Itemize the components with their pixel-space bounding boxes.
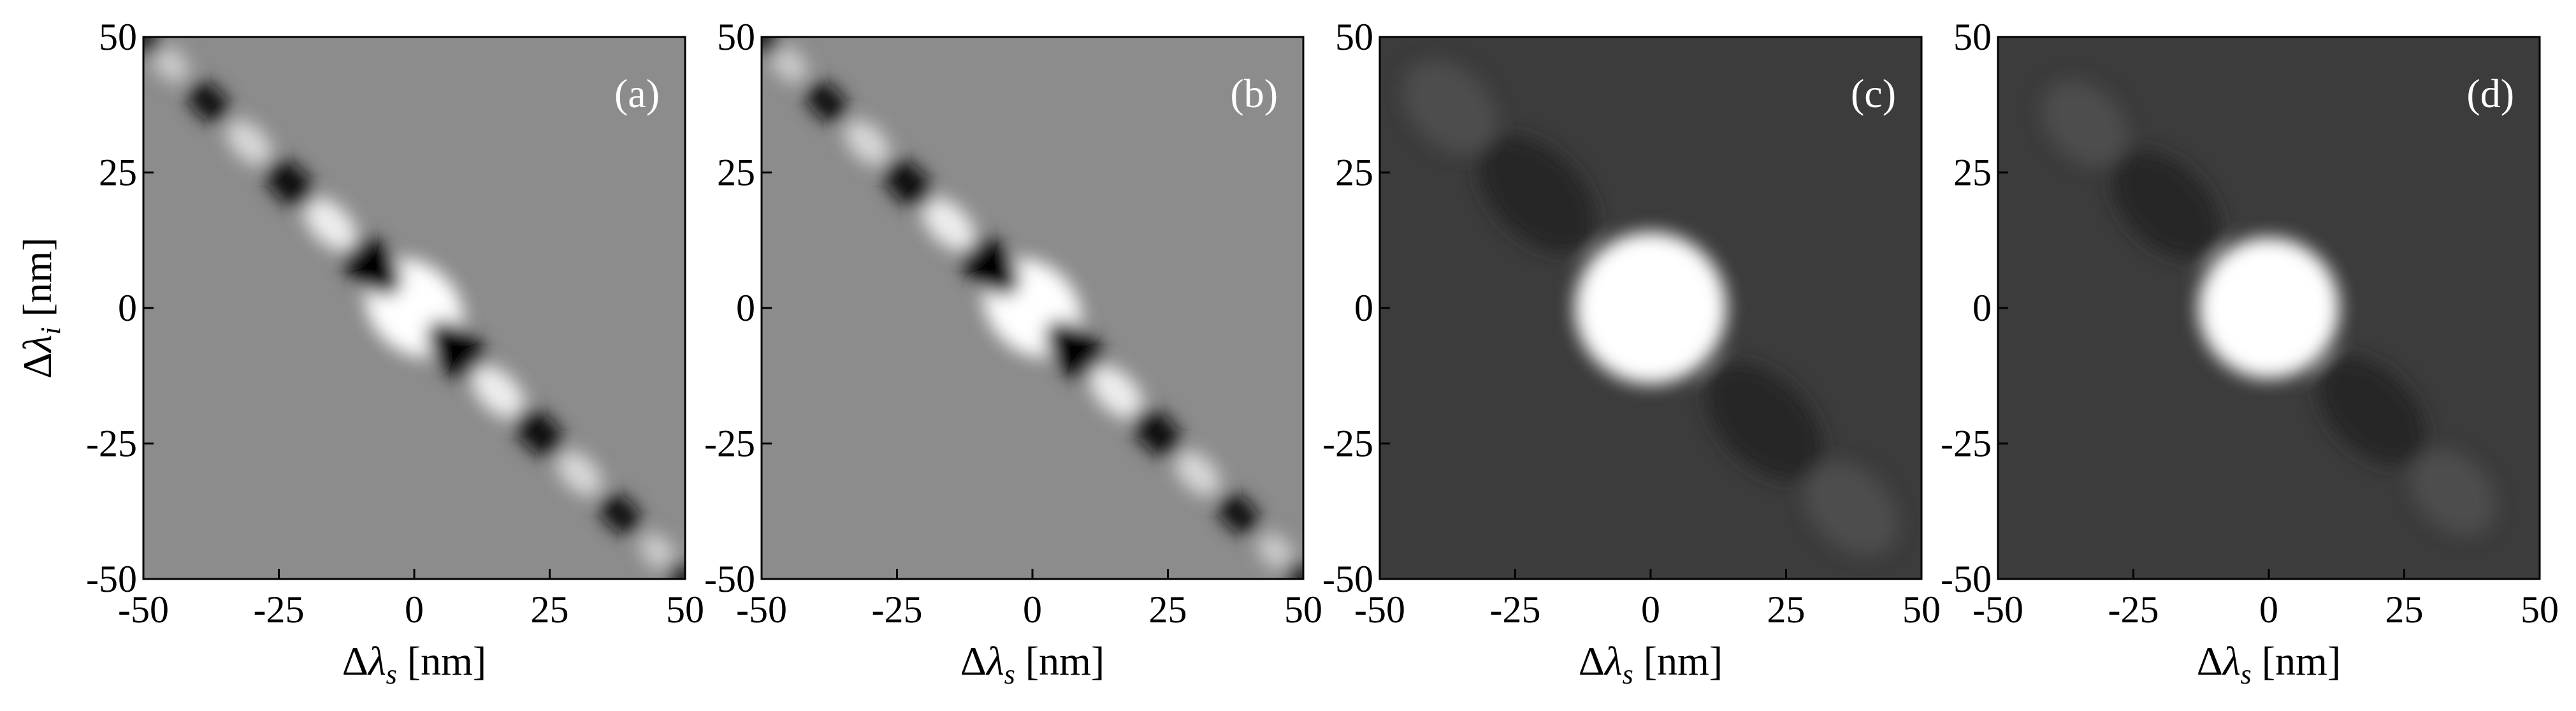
- heatmap-lobe: [340, 233, 402, 296]
- panel-b: -50 -25 0 25 50 50 25 0 -25 -50 (b) Δλs [nm]: [704, 16, 1322, 690]
- heatmap-lobe: [1705, 363, 1823, 481]
- heatmap-lobe: [1804, 462, 1898, 555]
- x-axis-label: Δλs [nm]: [960, 638, 1104, 690]
- y-tick-label: 0: [1354, 287, 1373, 329]
- x-axis-label: Δλs [nm]: [1579, 638, 1723, 690]
- heatmap-lobe: [639, 533, 677, 571]
- heatmap-lobe: [2198, 237, 2340, 379]
- heatmap-lobe: [762, 37, 781, 56]
- x-tick-label: -50: [736, 589, 787, 631]
- x-tick-label: -25: [2108, 589, 2159, 631]
- heatmap-lobe: [806, 81, 848, 123]
- heatmap-lobe: [1217, 493, 1259, 535]
- heatmap-lobe: [143, 37, 163, 56]
- y-tick-label: 50: [1335, 16, 1373, 58]
- y-tick-label: 25: [717, 152, 755, 194]
- y-tick-label: 0: [1972, 287, 1992, 329]
- heatmap-lobe: [264, 158, 315, 209]
- y-axis-label: Δλi [nm]: [15, 237, 66, 379]
- heatmap-lobe: [2111, 150, 2220, 260]
- y-tick-label: 50: [99, 16, 137, 58]
- heatmap-lobe: [1175, 450, 1220, 496]
- x-axis-label: Δλs [nm]: [2197, 638, 2341, 690]
- x-tick-label: 50: [1902, 589, 1941, 631]
- panel-c: -50 -25 0 25 50 50 25 0 -25 -50 (c) Δλs [nm]: [1322, 16, 1941, 690]
- y-tick-label: -50: [1941, 558, 1992, 600]
- heatmap-lobe: [883, 158, 933, 209]
- x-tick-label: -25: [872, 589, 923, 631]
- heatmap-field: [2042, 81, 2496, 535]
- x-tick-label: -50: [1354, 589, 1405, 631]
- panel-label: (d): [2466, 71, 2514, 116]
- y-tick-label: -50: [1322, 558, 1373, 600]
- x-axis-label: Δλs [nm]: [342, 638, 486, 690]
- x-tick-label: -50: [118, 589, 169, 631]
- heatmap-lobe: [1403, 61, 1497, 154]
- x-tick-label: -25: [254, 589, 305, 631]
- heatmap-lobe: [1090, 365, 1143, 419]
- y-tick-label: 25: [1953, 152, 1992, 194]
- y-tick-label: -25: [704, 423, 755, 465]
- y-tick-label: 25: [1335, 152, 1373, 194]
- x-tick-label: -50: [1972, 589, 2023, 631]
- heatmap-lobe: [187, 81, 229, 123]
- y-tick-label: 0: [736, 287, 755, 329]
- heatmap-lobe: [556, 450, 602, 496]
- y-tick-label: 0: [118, 287, 137, 329]
- x-tick-label: 0: [2259, 589, 2278, 631]
- heatmap-lobe: [958, 233, 1020, 296]
- heatmap-lobe: [1575, 232, 1726, 384]
- y-tick-label: -25: [1941, 423, 1992, 465]
- heatmap-field: [143, 37, 685, 579]
- y-tick-label: -50: [704, 558, 755, 600]
- x-tick-label: 25: [2385, 589, 2424, 631]
- panel-a: -50 -25 0 25 50 50 25 0 -25 -50 (a) Δλs [nm] Δλi [nm…: [15, 16, 704, 690]
- heatmap-lobe: [226, 120, 272, 166]
- heatmap-lobe: [426, 320, 489, 383]
- y-tick-label: 25: [99, 152, 137, 194]
- y-tick-label: 50: [1953, 16, 1992, 58]
- heatmap-lobe: [303, 197, 357, 251]
- x-tick-label: 25: [1767, 589, 1805, 631]
- heatmap-lobe: [844, 120, 890, 166]
- heatmap-lobe: [1284, 560, 1303, 579]
- x-tick-label: 0: [405, 589, 424, 631]
- x-tick-label: 0: [1641, 589, 1660, 631]
- heatmap-lobe: [2410, 450, 2496, 535]
- x-tick-label: 50: [1284, 589, 1322, 631]
- x-tick-label: 50: [2521, 589, 2559, 631]
- heatmap-lobe: [472, 365, 525, 419]
- heatmap-lobe: [2042, 81, 2127, 166]
- y-tick-label: -25: [86, 423, 137, 465]
- y-tick-label: -25: [1322, 423, 1373, 465]
- heatmap-field: [762, 37, 1303, 579]
- x-tick-label: 25: [1149, 589, 1187, 631]
- heatmap-lobe: [514, 407, 564, 458]
- heatmap-lobe: [1257, 533, 1295, 571]
- panel-label: (b): [1230, 71, 1278, 116]
- x-tick-label: 25: [531, 589, 569, 631]
- y-tick-label: 50: [717, 16, 755, 58]
- heatmap-lobe: [770, 45, 807, 83]
- panel-label: (c): [1851, 71, 1896, 116]
- heatmap-lobe: [922, 197, 975, 251]
- heatmap-lobe: [1045, 320, 1107, 383]
- heatmap-lobe: [1478, 135, 1596, 253]
- heatmap-lobe: [152, 45, 189, 83]
- x-tick-label: 0: [1023, 589, 1042, 631]
- heatmap-lobe: [1132, 407, 1182, 458]
- heatmap-lobe: [2317, 356, 2426, 465]
- x-tick-label: 50: [666, 589, 704, 631]
- panel-d: -50 -25 0 25 50 50 25 0 -25 -50 (d) Δλs [nm]: [1941, 16, 2559, 690]
- panel-label: (a): [614, 71, 660, 116]
- heatmap-lobe: [666, 560, 685, 579]
- heatmap-lobe: [599, 493, 641, 535]
- heatmap-field: [1403, 61, 1898, 555]
- x-tick-label: -25: [1490, 589, 1541, 631]
- y-tick-label: -50: [86, 558, 137, 600]
